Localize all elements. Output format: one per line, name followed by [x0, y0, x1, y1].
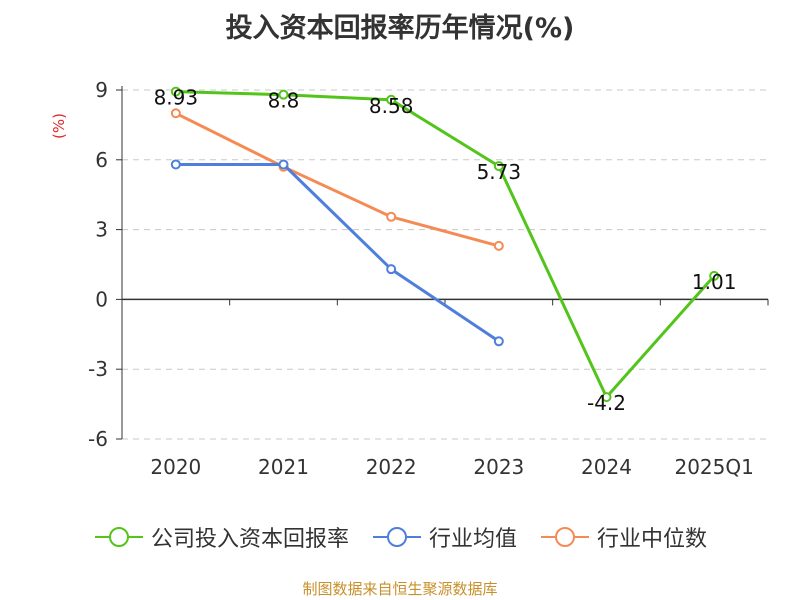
data-point-1 [170, 159, 181, 170]
series-line-2 [175, 111, 500, 248]
data-point-0 [601, 392, 612, 403]
y-tick-label: -3 [88, 357, 108, 381]
legend-item-company[interactable]: 公司投入资本回报率 [93, 521, 349, 553]
data-point-0 [709, 270, 720, 281]
data-label: 8.58 [369, 94, 414, 118]
data-point-2 [170, 108, 181, 119]
x-tick-label: 2024 [581, 455, 632, 479]
data-point-2 [493, 240, 504, 251]
y-tick-label: 3 [95, 218, 108, 242]
x-tick-label: 2022 [366, 455, 417, 479]
x-tick-label: 2020 [150, 455, 201, 479]
series-line-0 [175, 90, 716, 399]
legend: 公司投入资本回报率 行业均值 行业中位数 [0, 520, 800, 554]
legend-marker-company [94, 527, 143, 547]
data-point-0 [493, 161, 504, 172]
legend-marker-industry-mean [372, 527, 421, 547]
series-line-1 [175, 163, 500, 343]
data-point-0 [386, 94, 397, 105]
legend-label-industry-median: 行业中位数 [597, 527, 708, 552]
y-tick-label: 9 [95, 78, 108, 102]
legend-marker-industry-median [541, 527, 589, 547]
data-label: 8.8 [268, 89, 300, 113]
data-point-1 [386, 264, 397, 275]
line-chart: 9 6 3 0 -3 -6 2020 2021 2022 2023 2024 2025Q1 (%) 8.9… [50, 78, 769, 479]
data-label: 1.01 [692, 270, 737, 294]
data-label: 5.73 [477, 160, 522, 184]
source-note: 制图数据来自恒生聚源数据库 [302, 580, 498, 598]
y-tick-label: 6 [95, 148, 108, 172]
y-axis-label: (%) [50, 113, 68, 139]
x-tick-label: 2023 [473, 455, 524, 479]
x-tick-label: 2021 [258, 455, 309, 479]
x-tick-label: 2025Q1 [674, 455, 753, 479]
data-point-1 [278, 159, 289, 170]
data-point-2 [386, 211, 397, 222]
data-label: -4.2 [587, 391, 626, 415]
y-tick-label: 0 [95, 287, 108, 311]
y-tick-label: -6 [88, 427, 108, 451]
legend-label-company: 公司投入资本回报率 [150, 527, 349, 552]
legend-label-industry-mean: 行业均值 [428, 527, 517, 552]
legend-item-industry-median[interactable]: 行业中位数 [539, 521, 707, 553]
chart-title: 投入资本回报率历年情况(%) [225, 13, 575, 44]
data-label: 8.93 [154, 86, 199, 110]
data-point-1 [493, 336, 504, 347]
data-point-0 [278, 89, 289, 100]
legend-item-industry-mean[interactable]: 行业均值 [371, 521, 517, 553]
data-point-0 [170, 86, 181, 97]
